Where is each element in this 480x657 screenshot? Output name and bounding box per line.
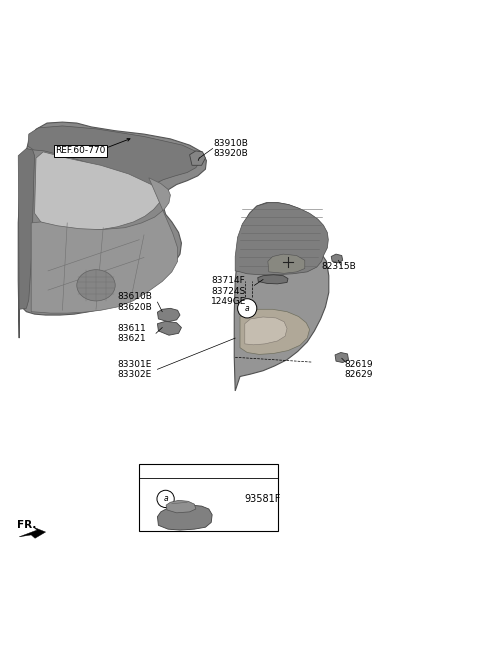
Polygon shape [245, 317, 287, 345]
Text: FR.: FR. [17, 520, 36, 530]
Polygon shape [331, 254, 343, 263]
Bar [139, 464, 278, 531]
Polygon shape [18, 148, 35, 309]
Ellipse shape [77, 270, 115, 301]
Text: 83611
83621: 83611 83621 [118, 324, 146, 343]
Text: 83910B
83920B: 83910B 83920B [214, 139, 249, 158]
Polygon shape [28, 126, 201, 189]
Polygon shape [35, 152, 161, 231]
Text: REF.60-770: REF.60-770 [55, 147, 106, 156]
Polygon shape [166, 501, 196, 513]
Polygon shape [335, 353, 348, 363]
Text: 83714F
83724S
1249GE: 83714F 83724S 1249GE [211, 276, 247, 306]
Polygon shape [235, 203, 328, 275]
Text: 83610B
83620B: 83610B 83620B [118, 292, 153, 312]
Text: a: a [163, 495, 168, 503]
Text: 83301E
83302E: 83301E 83302E [118, 359, 152, 379]
Circle shape [238, 299, 257, 318]
Polygon shape [240, 309, 310, 354]
Text: 82315B: 82315B [322, 261, 356, 271]
Text: a: a [245, 304, 250, 313]
Polygon shape [268, 254, 305, 273]
Circle shape [157, 490, 174, 508]
Text: 82619
82629: 82619 82629 [345, 359, 373, 379]
Polygon shape [18, 122, 206, 338]
Polygon shape [258, 275, 288, 284]
Polygon shape [234, 203, 329, 391]
Polygon shape [19, 527, 46, 538]
Polygon shape [31, 178, 178, 313]
Polygon shape [157, 308, 180, 322]
Text: 93581F: 93581F [245, 494, 281, 504]
Polygon shape [157, 321, 181, 335]
Polygon shape [157, 505, 212, 530]
Polygon shape [190, 151, 205, 166]
